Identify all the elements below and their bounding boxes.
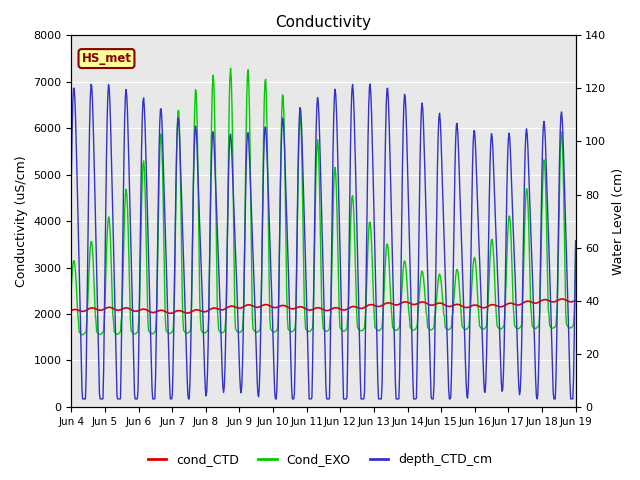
- depth_CTD_cm: [366, 81, 374, 87]
- Line: depth_CTD_cm: depth_CTD_cm: [72, 84, 575, 399]
- cond_CTD: [166, 311, 174, 316]
- Cond_EXO: [227, 66, 234, 72]
- Line: Cond_EXO: Cond_EXO: [72, 69, 575, 335]
- Cond_EXO: [79, 332, 86, 337]
- Cond_EXO: [572, 248, 579, 254]
- Title: Conductivity: Conductivity: [275, 15, 371, 30]
- Cond_EXO: [77, 331, 84, 336]
- Cond_EXO: [68, 284, 76, 289]
- Cond_EXO: [401, 258, 408, 264]
- cond_CTD: [77, 308, 84, 314]
- Line: cond_CTD: cond_CTD: [72, 299, 575, 313]
- depth_CTD_cm: [207, 179, 215, 184]
- depth_CTD_cm: [68, 172, 76, 178]
- Cond_EXO: [386, 274, 394, 279]
- Legend: cond_CTD, Cond_EXO, depth_CTD_cm: cond_CTD, Cond_EXO, depth_CTD_cm: [143, 448, 497, 471]
- Cond_EXO: [129, 330, 137, 336]
- depth_CTD_cm: [79, 396, 86, 402]
- cond_CTD: [68, 308, 76, 313]
- depth_CTD_cm: [180, 279, 188, 285]
- depth_CTD_cm: [386, 144, 394, 149]
- depth_CTD_cm: [77, 322, 84, 328]
- cond_CTD: [207, 306, 215, 312]
- depth_CTD_cm: [401, 92, 408, 97]
- Y-axis label: Water Level (cm): Water Level (cm): [612, 168, 625, 275]
- cond_CTD: [129, 307, 136, 313]
- Text: HS_met: HS_met: [81, 52, 131, 65]
- Cond_EXO: [207, 157, 215, 163]
- depth_CTD_cm: [572, 238, 579, 244]
- Y-axis label: Conductivity (uS/cm): Conductivity (uS/cm): [15, 156, 28, 287]
- cond_CTD: [180, 310, 188, 315]
- cond_CTD: [559, 296, 566, 302]
- Cond_EXO: [180, 328, 188, 334]
- cond_CTD: [572, 298, 579, 303]
- cond_CTD: [385, 300, 393, 306]
- cond_CTD: [400, 299, 408, 305]
- depth_CTD_cm: [129, 333, 137, 339]
